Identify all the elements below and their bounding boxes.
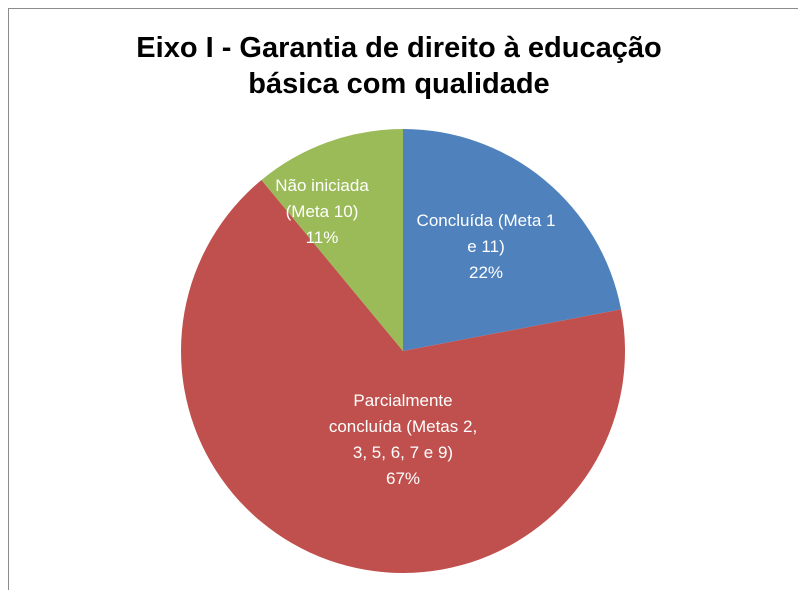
slice-label: Não iniciada (Meta 10) 11% xyxy=(262,173,382,251)
slice-label: Concluída (Meta 1 e 11) 22% xyxy=(416,208,556,286)
slice-value: 22% xyxy=(468,263,504,282)
slice-name: Concluída (Meta 1 e 11) xyxy=(416,211,556,256)
pie-slice xyxy=(261,129,403,351)
slice-label: Parcialmente concluída (Metas 2, 3, 5, 6… xyxy=(328,388,478,492)
chart-title: Eixo I - Garantia de direito à educação … xyxy=(136,32,662,100)
slice-name: Parcialmente concluída (Metas 2, 3, 5, 6… xyxy=(328,391,478,462)
slice-name: Não iniciada (Meta 10) xyxy=(275,176,369,221)
pie-slice xyxy=(403,129,622,351)
pie-slice xyxy=(181,179,625,574)
slice-value: 11% xyxy=(305,228,339,247)
slice-value: 67% xyxy=(385,469,421,488)
